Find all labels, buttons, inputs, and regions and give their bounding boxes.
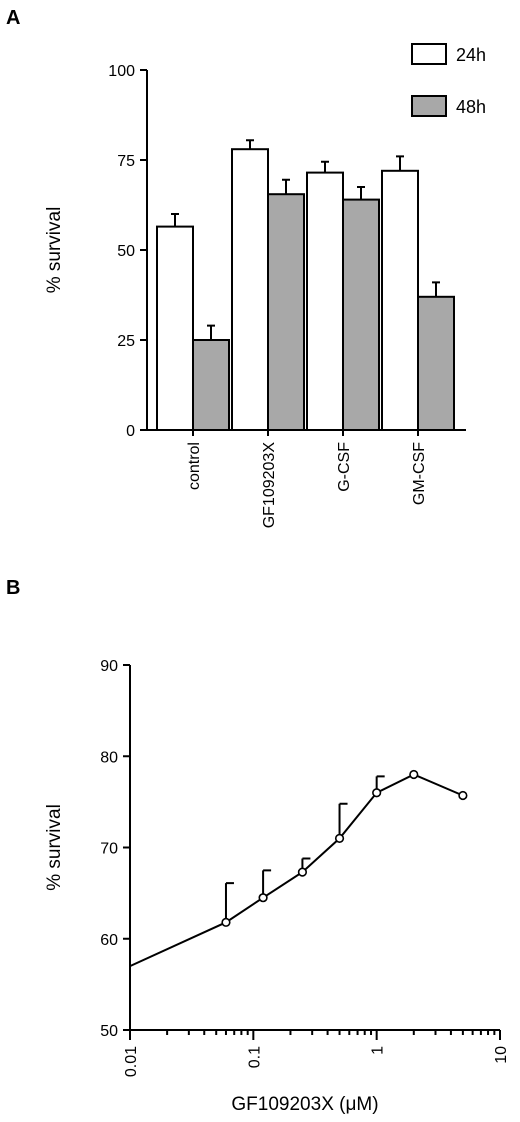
panel-a-bars [156, 148, 455, 432]
bar-control-24h [156, 225, 194, 431]
x-tick-label-GF109203X: GF109203X [261, 442, 278, 529]
bar-GF109203X-24h [231, 148, 269, 431]
y-tick-label: 80 [100, 749, 118, 766]
error-bar-GF109203X-24h [246, 139, 254, 150]
series-line [129, 773, 464, 968]
error-bar [338, 802, 348, 839]
panel-b-error-bars [224, 775, 385, 923]
error-bar-control-24h [171, 213, 179, 227]
data-point [221, 917, 231, 927]
y-tick-label: 50 [117, 243, 135, 260]
bar-GM-CSF-48h [417, 295, 455, 431]
data-point [258, 893, 268, 903]
error-bar-GF109203X-48h [282, 178, 290, 195]
panel-a-axes: 0 25 50 75 100 control GF109203X G-CSF GM-CSF [108, 63, 466, 528]
panel-b: B 50 60 70 80 90 0.01 0.1 1 10 % survival GF1092… [6, 577, 510, 1115]
data-point [334, 833, 345, 843]
y-tick-label: 90 [100, 658, 118, 675]
bar-control-48h [192, 339, 230, 431]
y-tick-label: 75 [117, 153, 135, 170]
y-tick-label: 50 [100, 1023, 118, 1040]
panel-b-y-axis-title: % survival [44, 804, 65, 891]
y-tick-label: 60 [100, 932, 118, 949]
error-bar-G-CSF-24h [321, 160, 329, 173]
x-tick-label-control: control [186, 442, 203, 490]
x-tick-label: 0.1 [246, 1046, 263, 1068]
x-tick-label-G-CSF: G-CSF [336, 442, 353, 492]
bar-G-CSF-48h [342, 198, 380, 431]
x-tick-label: 1 [370, 1046, 387, 1055]
legend-swatch-48h [411, 95, 447, 117]
legend-label-24h: 24h [456, 45, 486, 65]
y-tick-label: 0 [126, 423, 135, 440]
x-tick-label: 0.01 [123, 1046, 140, 1077]
error-bar-GM-CSF-48h [432, 281, 440, 297]
legend-label-48h: 48h [456, 97, 486, 117]
y-tick-label: 70 [100, 841, 118, 858]
bar-G-CSF-24h [306, 171, 344, 431]
legend-swatch-24h [411, 43, 447, 65]
panel-a-legend: 24h 48h [411, 43, 486, 117]
panel-b-x-axis-title: GF109203X (μM) [231, 1094, 378, 1115]
data-point [458, 790, 468, 801]
y-tick-label: 100 [108, 63, 135, 80]
panel-b-series [129, 769, 468, 968]
panel-b-axes: 50 60 70 80 90 0.01 0.1 1 10 [100, 658, 510, 1077]
data-point [409, 769, 419, 780]
error-bar [224, 882, 234, 923]
error-bar-G-CSF-48h [357, 186, 365, 200]
data-point [297, 867, 308, 877]
error-bar-GM-CSF-24h [396, 155, 404, 171]
bar-GM-CSF-24h [381, 169, 419, 432]
bar-GF109203X-48h [267, 193, 305, 431]
data-point [372, 788, 382, 798]
x-tick-label: 10 [493, 1046, 510, 1064]
x-tick-label-GM-CSF: GM-CSF [411, 442, 428, 505]
panel-letter-a: A [6, 7, 20, 29]
error-bar-control-48h [207, 324, 215, 340]
panel-a-y-axis-title: % survival [44, 207, 65, 294]
panel-a-error-bars [171, 139, 440, 340]
panel-letter-b: B [6, 577, 20, 599]
y-tick-label: 25 [117, 333, 135, 350]
